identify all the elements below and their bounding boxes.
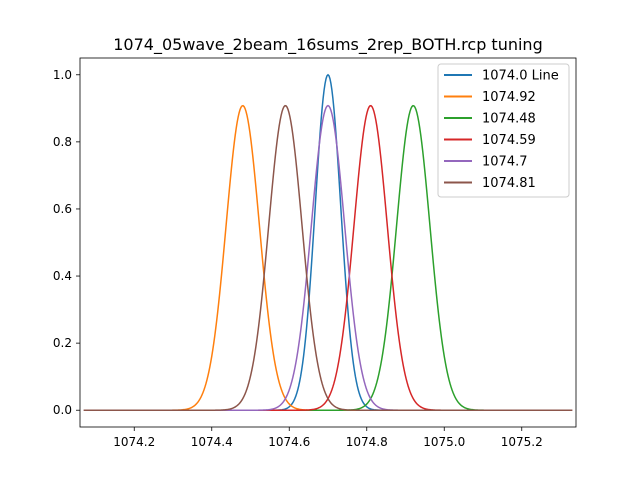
y-tick-label: 0.8 <box>53 135 72 149</box>
legend-label-1: 1074.92 <box>482 90 536 105</box>
y-tick-label: 0.2 <box>53 336 72 350</box>
legend-label-3: 1074.59 <box>482 133 536 148</box>
x-tick-label: 1074.8 <box>346 435 388 449</box>
legend: 1074.0 Line 1074.92 1074.48 1074.59 1074.7 10… <box>437 63 570 198</box>
x-tick-label: 1074.2 <box>113 435 155 449</box>
axes-frame <box>79 57 577 428</box>
legend-label-0: 1074.0 Line <box>482 69 559 84</box>
chart-title: 1074_05wave_2beam_16sums_2rep_BOTH.rcp t… <box>113 35 542 55</box>
x-tick-label: 1075.0 <box>423 435 465 449</box>
y-tick-label: 0.0 <box>53 403 72 417</box>
series-line-5 <box>83 104 573 411</box>
x-tick-label: 1075.2 <box>501 435 543 449</box>
legend-label-2: 1074.48 <box>482 112 536 127</box>
legend-label-4: 1074.7 <box>482 155 528 170</box>
legend-label-5: 1074.81 <box>482 176 536 191</box>
x-tick-label: 1074.4 <box>191 435 233 449</box>
axes: 1074.2 1074.4 1074.6 1074.8 1075.0 1075.2 0.0 0… <box>53 57 577 449</box>
x-tick-label: 1074.6 <box>268 435 310 449</box>
y-tick-label: 0.4 <box>53 269 72 283</box>
plot-area <box>83 73 573 411</box>
y-tick-label: 1.0 <box>53 68 72 82</box>
y-tick-label: 0.6 <box>53 202 72 216</box>
